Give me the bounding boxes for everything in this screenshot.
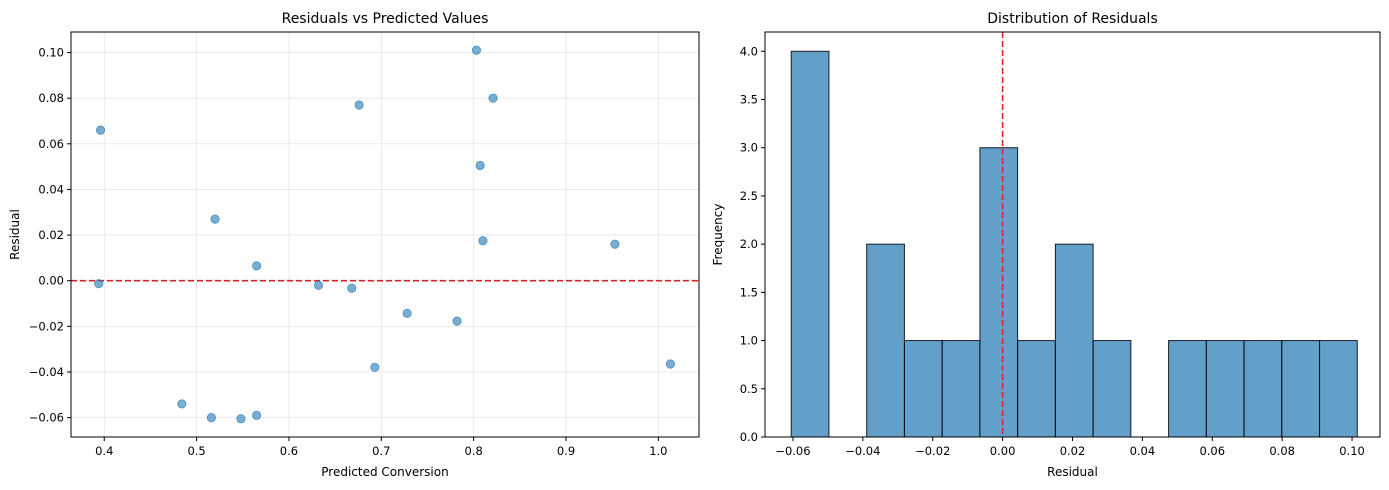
y-tick-label: 4.0 <box>740 44 758 58</box>
x-tick-label: −0.06 <box>775 444 810 458</box>
scatter-point <box>210 214 220 224</box>
x-axis-label: Predicted Conversion <box>321 465 448 479</box>
histogram-bar <box>1092 340 1132 438</box>
x-tick-label: 0.6 <box>280 444 298 458</box>
scatter-points <box>94 45 675 424</box>
y-tick-label: 3.5 <box>740 93 758 107</box>
y-tick-label: 2.0 <box>740 237 758 251</box>
x-tick-label: 0.10 <box>1339 444 1365 458</box>
x-tick-label: 0.9 <box>557 444 575 458</box>
y-tick-label: 0.04 <box>38 182 64 196</box>
scatter-point <box>471 45 482 55</box>
scatter-point <box>177 399 187 409</box>
y-axis-ticks: 0.0 0.5 1.0 1.5 2.0 2.5 3.0 3.5 4.0 <box>740 44 765 444</box>
y-tick-label: 0.0 <box>740 430 758 444</box>
x-tick-label: 0.4 <box>95 444 113 458</box>
gridlines <box>71 32 699 437</box>
scatter-point <box>488 93 498 103</box>
y-axis-ticks: −0.06 −0.04 −0.02 0.00 0.02 0.04 0.06 0.08 0.10 <box>29 46 71 425</box>
y-tick-label: 0.06 <box>38 137 64 151</box>
chart-title: Residuals vs Predicted Values <box>282 11 489 27</box>
scatter-point <box>347 283 357 293</box>
scatter-point <box>94 279 104 289</box>
x-tick-label: 0.8 <box>465 444 483 458</box>
y-tick-label: 0.00 <box>38 274 64 288</box>
x-tick-label: 0.00 <box>990 444 1016 458</box>
histogram-bars <box>790 50 1358 438</box>
histogram-bar <box>1243 340 1283 438</box>
y-tick-label: −0.04 <box>29 365 64 379</box>
x-tick-label: 0.04 <box>1130 444 1156 458</box>
scatter-point <box>610 239 620 249</box>
x-tick-label: 0.08 <box>1269 444 1295 458</box>
scatter-point <box>313 280 324 290</box>
scatter-point <box>452 316 462 326</box>
histogram-bar <box>1319 340 1358 438</box>
histogram-bar <box>1168 340 1207 438</box>
scatter-point <box>252 261 262 271</box>
scatter-point <box>236 414 246 424</box>
y-tick-label: 0.02 <box>38 228 64 242</box>
histogram-bar <box>1054 243 1094 438</box>
y-tick-label: −0.02 <box>29 319 64 333</box>
y-tick-label: 0.5 <box>740 382 758 396</box>
x-tick-label: 0.02 <box>1060 444 1086 458</box>
x-tick-label: 0.7 <box>372 444 390 458</box>
scatter-point <box>402 308 412 318</box>
scatter-point <box>475 160 485 171</box>
x-tick-label: 0.5 <box>187 444 205 458</box>
x-axis-label: Residual <box>1047 465 1098 479</box>
histogram-bar <box>1281 340 1321 438</box>
histogram-bar <box>941 340 981 438</box>
x-tick-label: −0.02 <box>915 444 950 458</box>
axes-frame <box>70 31 700 438</box>
y-tick-label: 1.5 <box>740 285 758 299</box>
residuals-histogram-chart: Distribution of Residuals −0.06 −0.04 −0.0… <box>711 11 1381 479</box>
y-tick-label: −0.06 <box>29 411 64 425</box>
histogram-bar <box>979 147 1019 438</box>
y-tick-label: 3.0 <box>740 141 758 155</box>
y-tick-label: 2.5 <box>740 189 758 203</box>
x-axis-ticks: −0.06 −0.04 −0.02 0.00 0.02 0.04 0.06 0.08 0.10 <box>775 437 1365 458</box>
scatter-point <box>252 410 262 420</box>
y-axis-label: Frequency <box>711 204 725 266</box>
chart-title: Distribution of Residuals <box>987 11 1158 27</box>
y-tick-label: 1.0 <box>740 334 758 348</box>
residuals-scatter-chart: Residuals vs Predicted Values 0.4 0.5 0.6 0… <box>8 11 700 479</box>
y-tick-label: 0.10 <box>38 46 64 60</box>
histogram-bar <box>903 340 943 438</box>
y-axis-label: Residual <box>8 209 22 260</box>
scatter-point <box>370 362 380 373</box>
histogram-bar <box>1205 340 1245 438</box>
scatter-point <box>206 413 216 423</box>
x-tick-label: 1.0 <box>649 444 667 458</box>
x-tick-label: −0.04 <box>845 444 880 458</box>
scatter-point <box>665 359 675 369</box>
histogram-bar <box>1017 340 1056 438</box>
scatter-point <box>354 100 364 110</box>
scatter-point <box>478 236 488 246</box>
scatter-point <box>95 125 106 135</box>
x-tick-label: 0.06 <box>1199 444 1225 458</box>
histogram-bar <box>866 243 905 438</box>
y-tick-label: 0.08 <box>38 91 64 105</box>
histogram-bar <box>790 50 830 438</box>
x-axis-ticks: 0.4 0.5 0.6 0.7 0.8 0.9 1.0 <box>95 437 668 458</box>
